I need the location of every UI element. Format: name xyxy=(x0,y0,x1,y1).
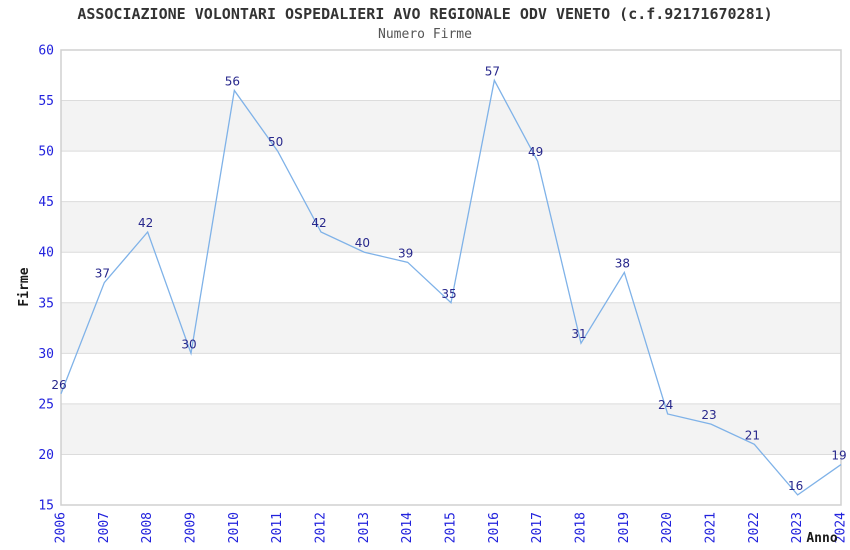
y-tick-label: 15 xyxy=(38,499,54,514)
data-label: 37 xyxy=(95,267,110,281)
x-tick-label: 2019 xyxy=(617,512,632,543)
x-tick-label: 2024 xyxy=(834,512,849,543)
y-tick-label: 30 xyxy=(38,347,54,362)
x-tick-label: 2012 xyxy=(314,512,329,543)
data-label: 42 xyxy=(311,216,326,230)
data-label: 38 xyxy=(615,256,630,270)
y-tick-label: 55 xyxy=(38,94,54,109)
data-label: 49 xyxy=(528,145,543,159)
x-tick-label: 2009 xyxy=(184,512,199,543)
data-label: 21 xyxy=(745,428,760,442)
data-label: 23 xyxy=(701,408,716,422)
y-tick-label: 25 xyxy=(38,397,54,412)
data-label: 16 xyxy=(788,479,803,493)
y-tick-label: 40 xyxy=(38,246,54,261)
chart-title: ASSOCIAZIONE VOLONTARI OSPEDALIERI AVO R… xyxy=(77,5,773,23)
x-tick-label: 2013 xyxy=(357,512,372,543)
x-tick-label: 2007 xyxy=(97,512,112,543)
x-tick-label: 2014 xyxy=(400,512,415,543)
y-axis-title: Firme xyxy=(17,267,32,306)
data-label: 50 xyxy=(268,135,283,149)
plot-band xyxy=(61,100,841,152)
y-tick-label: 60 xyxy=(38,44,54,59)
x-tick-label: 2011 xyxy=(270,512,285,543)
x-tick-label: 2015 xyxy=(444,512,459,543)
x-tick-label: 2016 xyxy=(487,512,502,543)
data-label: 30 xyxy=(181,337,196,351)
data-label: 39 xyxy=(398,246,413,260)
data-label: 26 xyxy=(51,378,66,392)
plot-border xyxy=(60,49,842,506)
data-label: 42 xyxy=(138,216,153,230)
x-tick-label: 2017 xyxy=(530,512,545,543)
data-label: 19 xyxy=(831,449,846,463)
data-label: 40 xyxy=(355,236,370,250)
data-label: 57 xyxy=(485,64,500,78)
x-tick-label: 2021 xyxy=(704,512,719,543)
y-tick-label: 35 xyxy=(38,296,54,311)
data-label: 35 xyxy=(441,287,456,301)
x-tick-label: 2010 xyxy=(227,512,242,543)
data-label: 56 xyxy=(225,74,240,88)
y-tick-label: 20 xyxy=(38,448,54,463)
x-tick-label: 2020 xyxy=(660,512,675,543)
x-tick-label: 2023 xyxy=(790,512,805,543)
x-axis-title: Anno xyxy=(806,531,837,546)
x-tick-label: 2006 xyxy=(54,512,69,543)
plot-band xyxy=(61,302,841,354)
data-label: 24 xyxy=(658,398,673,412)
x-tick-label: 2022 xyxy=(747,512,762,543)
plot-band xyxy=(61,403,841,455)
chart-subtitle: Numero Firme xyxy=(378,27,472,42)
plot-area: 26 37 42 30 56 50 42 40 39 35 57 49 31 38 24 23 21 16 19 15… xyxy=(38,44,848,544)
data-label: 31 xyxy=(571,327,586,341)
x-tick-label: 2008 xyxy=(140,512,155,543)
x-tick-label: 2018 xyxy=(574,512,589,543)
plot-band xyxy=(61,201,841,253)
y-tick-label: 50 xyxy=(38,145,54,160)
data-line xyxy=(60,78,842,496)
y-tick-label: 45 xyxy=(38,195,54,210)
